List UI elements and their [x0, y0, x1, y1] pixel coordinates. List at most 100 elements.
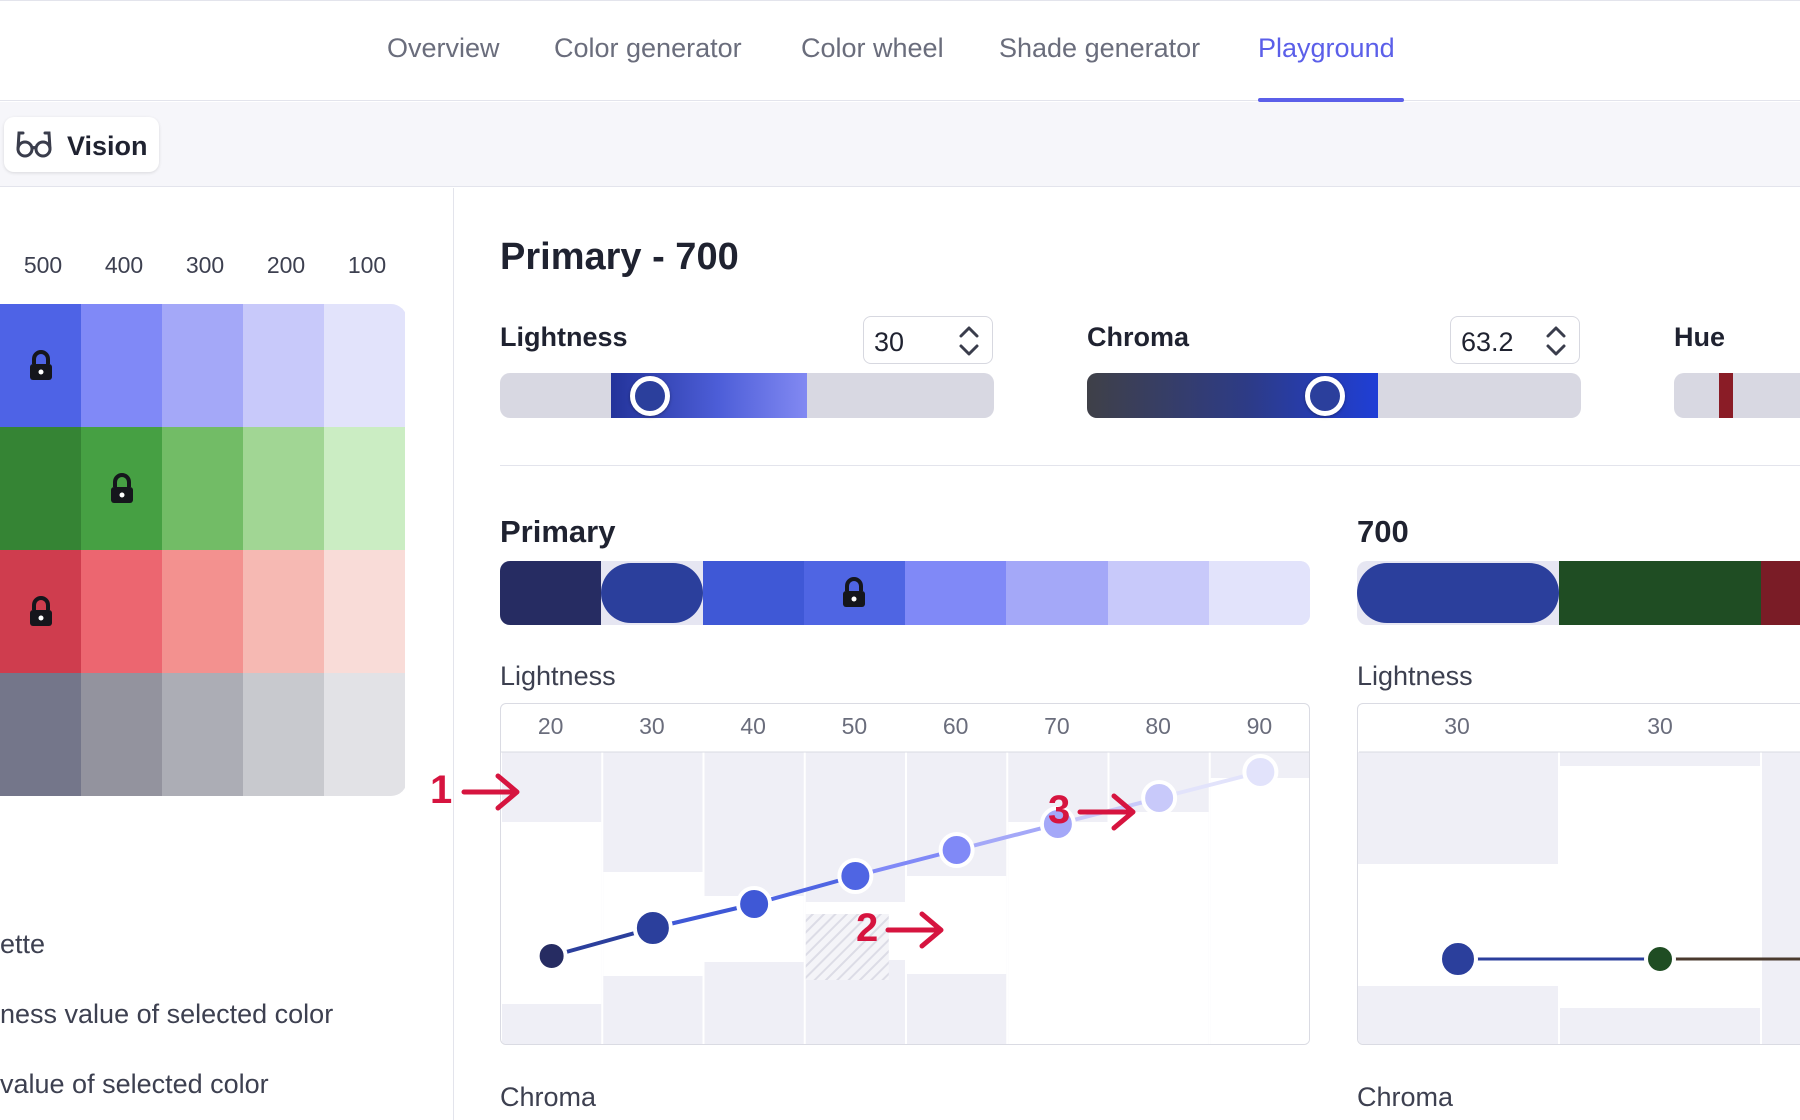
color-swatch-red-500[interactable] — [0, 550, 81, 673]
shade-swatch-selected[interactable] — [1357, 563, 1559, 623]
active-tab-indicator — [1258, 98, 1404, 102]
color-swatch-primary-400[interactable] — [81, 304, 162, 427]
lightness-tick-20: 20 — [537, 713, 564, 739]
annotation-number-2: 2 — [856, 906, 879, 950]
chroma-label: Chroma — [1087, 322, 1190, 352]
lock-icon-wrap[interactable] — [108, 473, 136, 510]
shade-chroma-chart-label: Chroma — [1357, 1082, 1454, 1112]
color-swatch-red-200[interactable] — [243, 550, 324, 673]
lightness-point-60[interactable] — [938, 832, 975, 868]
page-title: Primary - 700 — [500, 236, 739, 278]
lightness-tick-50: 50 — [841, 713, 868, 739]
color-swatch-red-300[interactable] — [162, 550, 243, 673]
lightness-point-70[interactable] — [1039, 806, 1076, 842]
vision-button[interactable]: Vision — [4, 117, 159, 172]
primary-palette-bar — [500, 561, 1310, 625]
hue-slider[interactable] — [1674, 373, 1800, 418]
lightness-point-90[interactable] — [1242, 754, 1279, 790]
tab-color-wheel[interactable]: Color wheel — [801, 33, 944, 63]
palette-swatch-selected[interactable] — [601, 563, 703, 623]
lock-icon-wrap[interactable] — [27, 350, 55, 387]
chroma-stepper-icon[interactable] — [1543, 321, 1569, 361]
lightness-range-70 — [1008, 822, 1108, 1044]
palette-swatch[interactable] — [905, 561, 1008, 625]
shade-label-300: 300 — [185, 252, 225, 278]
shade-title: 700 — [1357, 514, 1409, 549]
lock-icon-wrap[interactable] — [840, 577, 868, 614]
color-swatch-gray-400[interactable] — [81, 673, 162, 796]
tab-playground[interactable]: Playground — [1258, 33, 1395, 63]
lightness-input[interactable]: 30 — [863, 316, 993, 364]
tab-color-generator[interactable]: Color generator — [554, 33, 742, 63]
lightness-point-80[interactable] — [1141, 780, 1178, 816]
palette-swatch[interactable] — [1208, 561, 1310, 625]
shade-chart-point-1[interactable] — [1438, 939, 1478, 979]
tab-overview[interactable]: Overview — [387, 33, 500, 63]
shade-lightness-chart — [1357, 703, 1800, 1045]
chroma-input[interactable]: 63.2 — [1450, 316, 1580, 364]
lightness-tick-90: 90 — [1246, 713, 1273, 739]
lightness-range-80 — [1109, 812, 1209, 1044]
chroma-slider-thumb[interactable] — [1305, 376, 1345, 416]
legend-line-2: ness value of selected color — [0, 999, 334, 1029]
color-swatch-green-200[interactable] — [243, 427, 324, 550]
lightness-tick-30: 30 — [639, 713, 665, 739]
annotation-number-1: 1 — [430, 768, 453, 812]
color-swatch-gray-200[interactable] — [243, 673, 324, 796]
toolbar: Vision — [0, 102, 1800, 187]
palette-swatch[interactable] — [702, 561, 805, 625]
lightness-stepper-icon[interactable] — [956, 321, 982, 361]
color-swatch-primary-500[interactable] — [0, 304, 81, 427]
lightness-slider-thumb[interactable] — [630, 376, 670, 416]
color-swatch-green-300[interactable] — [162, 427, 243, 550]
shade-chart-tick-1: 30 — [1444, 713, 1470, 739]
palette-title: Primary — [500, 514, 616, 549]
color-swatch-green-100[interactable] — [324, 427, 405, 550]
shade-chart-point-2[interactable] — [1644, 943, 1676, 975]
shade-lightness-chart-svg — [1358, 751, 1800, 1044]
hue-label: Hue — [1674, 322, 1726, 352]
color-swatch-primary-200[interactable] — [243, 304, 324, 427]
shade-lightness-chart-label: Lightness — [1357, 661, 1473, 691]
arrow-right-icon — [461, 773, 520, 811]
shade-label-200: 200 — [266, 252, 306, 278]
color-swatch-red-400[interactable] — [81, 550, 162, 673]
tab-shade-generator[interactable]: Shade generator — [999, 33, 1201, 63]
lightness-point-30[interactable] — [632, 908, 673, 948]
shade-palette-bar — [1357, 561, 1800, 625]
color-grid — [0, 304, 407, 796]
palette-swatch[interactable] — [803, 561, 906, 625]
color-swatch-gray-300[interactable] — [162, 673, 243, 796]
lightness-point-40[interactable] — [736, 886, 773, 922]
annotation-number-3: 3 — [1048, 788, 1071, 832]
palette-swatch[interactable] — [500, 561, 603, 625]
vision-label: Vision — [67, 131, 148, 161]
lightness-tick-40: 40 — [740, 713, 766, 739]
lightness-slider[interactable] — [500, 373, 994, 418]
shade-label-500: 500 — [23, 252, 63, 278]
shade-swatch[interactable] — [1559, 561, 1761, 625]
palette-swatch[interactable] — [1006, 561, 1109, 625]
lightness-range-60 — [907, 876, 1007, 974]
lightness-label: Lightness — [500, 322, 628, 352]
lightness-chart — [500, 703, 1310, 1045]
lock-icon — [843, 577, 866, 607]
lock-icon — [30, 596, 52, 626]
legend-line-3: value of selected color — [0, 1069, 269, 1099]
color-swatch-red-100[interactable] — [324, 550, 405, 673]
legend-line-1: ette — [0, 929, 46, 959]
color-swatch-gray-500[interactable] — [0, 673, 81, 796]
color-swatch-primary-100[interactable] — [324, 304, 405, 427]
color-swatch-gray-100[interactable] — [324, 673, 405, 796]
shade-chart-column-3 — [1762, 752, 1800, 1044]
lock-icon-wrap[interactable] — [27, 596, 55, 633]
shade-swatch[interactable] — [1761, 561, 1800, 625]
palette-swatch[interactable] — [1107, 561, 1210, 625]
color-swatch-green-500[interactable] — [0, 427, 81, 550]
lightness-tick-60: 60 — [942, 713, 969, 739]
shade-label-400: 400 — [104, 252, 144, 278]
color-swatch-green-400[interactable] — [81, 427, 162, 550]
color-swatch-primary-300[interactable] — [162, 304, 243, 427]
lightness-point-50[interactable] — [837, 858, 874, 894]
lightness-point-20[interactable] — [535, 940, 568, 972]
